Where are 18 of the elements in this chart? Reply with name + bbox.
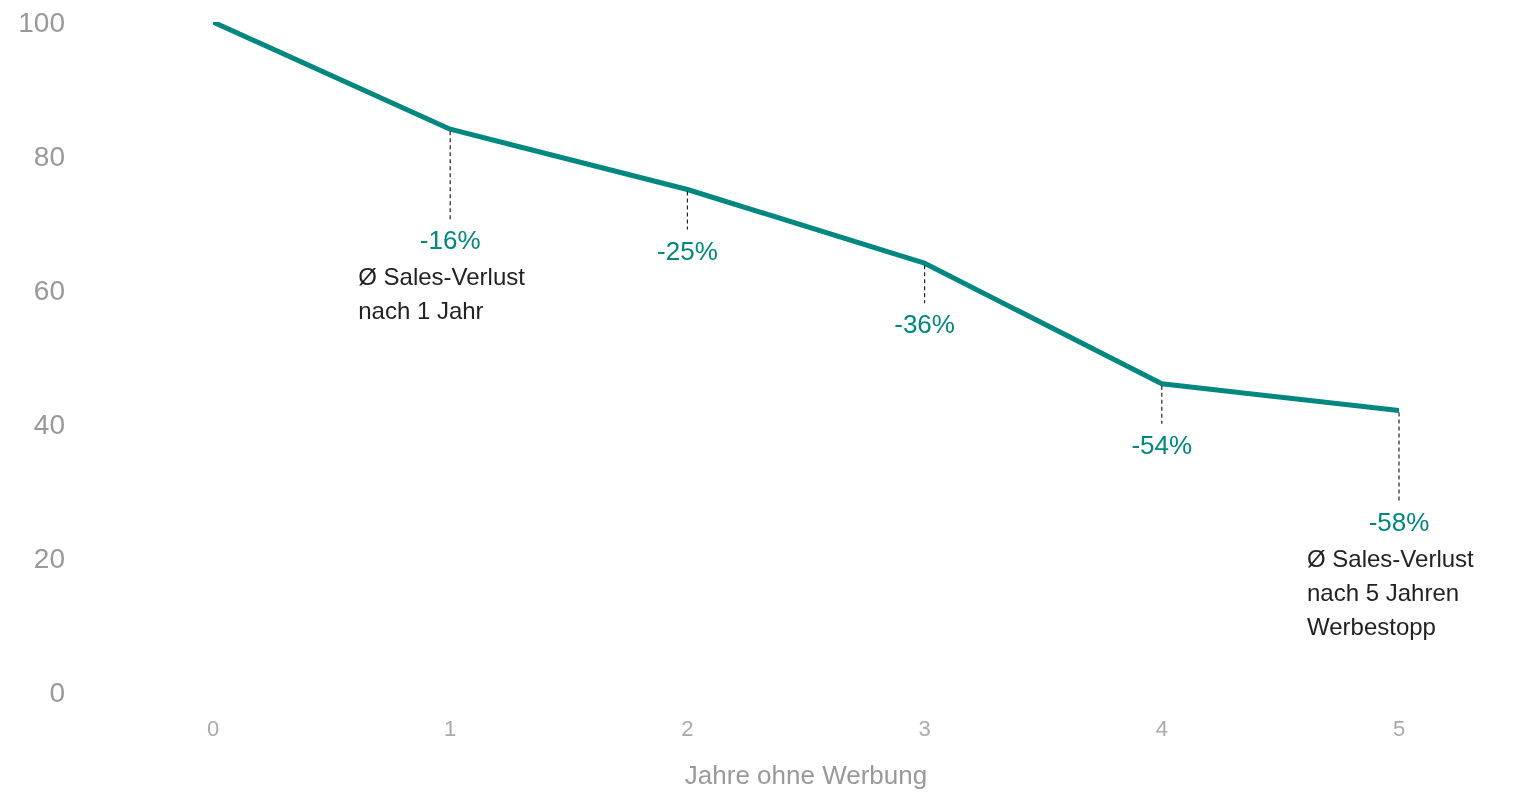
annotation: -36% <box>894 309 955 340</box>
x-axis-title: Jahre ohne Werbung <box>684 760 928 790</box>
x-tick-label: 3 <box>918 715 931 741</box>
x-tick-label: 1 <box>444 715 457 741</box>
x-tick-label: 2 <box>681 715 694 741</box>
annotation: -58% Ø Sales-Verlust nach 5 Jahren Werbestopp <box>1307 506 1475 640</box>
annotation: -25% <box>657 235 718 266</box>
annotation: -16% Ø Sales-Verlust nach 1 Jahr <box>358 225 526 325</box>
y-tick-label: 20 <box>33 542 65 574</box>
y-tick-label: 80 <box>33 140 65 172</box>
x-tick-label: 4 <box>1155 715 1168 741</box>
y-tick-label: 60 <box>33 274 65 306</box>
y-tick-label: 0 <box>49 676 65 708</box>
x-tick-label: 0 <box>206 715 220 741</box>
annotation: -54% <box>1131 429 1193 460</box>
x-tick-label: 5 <box>1392 715 1406 741</box>
y-tick-label: 100 <box>18 6 65 38</box>
y-tick-label: 40 <box>33 408 65 440</box>
